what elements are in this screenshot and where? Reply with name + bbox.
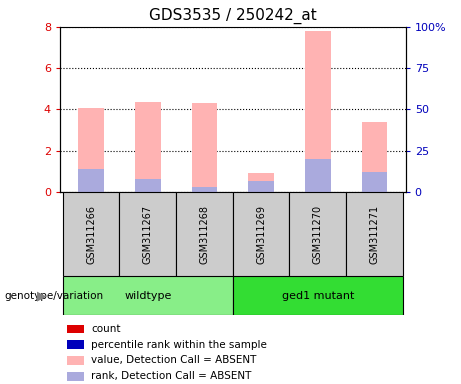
Bar <box>346 192 403 276</box>
Bar <box>362 172 387 192</box>
Bar <box>176 192 233 276</box>
Bar <box>233 276 403 315</box>
Bar <box>248 174 274 192</box>
Bar <box>135 102 160 192</box>
Text: wildtype: wildtype <box>124 291 171 301</box>
Text: GSM311271: GSM311271 <box>370 205 379 264</box>
Bar <box>67 372 84 381</box>
Text: GSM311267: GSM311267 <box>143 205 153 264</box>
Title: GDS3535 / 250242_at: GDS3535 / 250242_at <box>149 8 317 24</box>
Bar <box>135 179 160 192</box>
Text: value, Detection Call = ABSENT: value, Detection Call = ABSENT <box>91 356 256 366</box>
Text: GSM311266: GSM311266 <box>86 205 96 264</box>
Bar <box>305 159 331 192</box>
Bar <box>192 103 217 192</box>
Bar <box>63 192 119 276</box>
Text: GSM311269: GSM311269 <box>256 205 266 264</box>
Bar <box>119 192 176 276</box>
Bar <box>67 324 84 333</box>
Bar <box>78 169 104 192</box>
Text: rank, Detection Call = ABSENT: rank, Detection Call = ABSENT <box>91 371 251 381</box>
Bar <box>233 192 290 276</box>
Text: genotype/variation: genotype/variation <box>5 291 104 301</box>
Text: GSM311268: GSM311268 <box>200 205 209 264</box>
Bar <box>305 31 331 192</box>
Bar <box>78 108 104 192</box>
Bar <box>192 187 217 192</box>
Text: count: count <box>91 324 120 334</box>
Bar <box>362 122 387 192</box>
Bar <box>290 192 346 276</box>
Bar <box>248 180 274 192</box>
Bar <box>63 276 233 315</box>
Text: ▶: ▶ <box>37 289 46 302</box>
Text: ged1 mutant: ged1 mutant <box>282 291 354 301</box>
Bar <box>67 356 84 365</box>
Text: GSM311270: GSM311270 <box>313 205 323 264</box>
Bar <box>67 341 84 349</box>
Text: percentile rank within the sample: percentile rank within the sample <box>91 339 267 349</box>
